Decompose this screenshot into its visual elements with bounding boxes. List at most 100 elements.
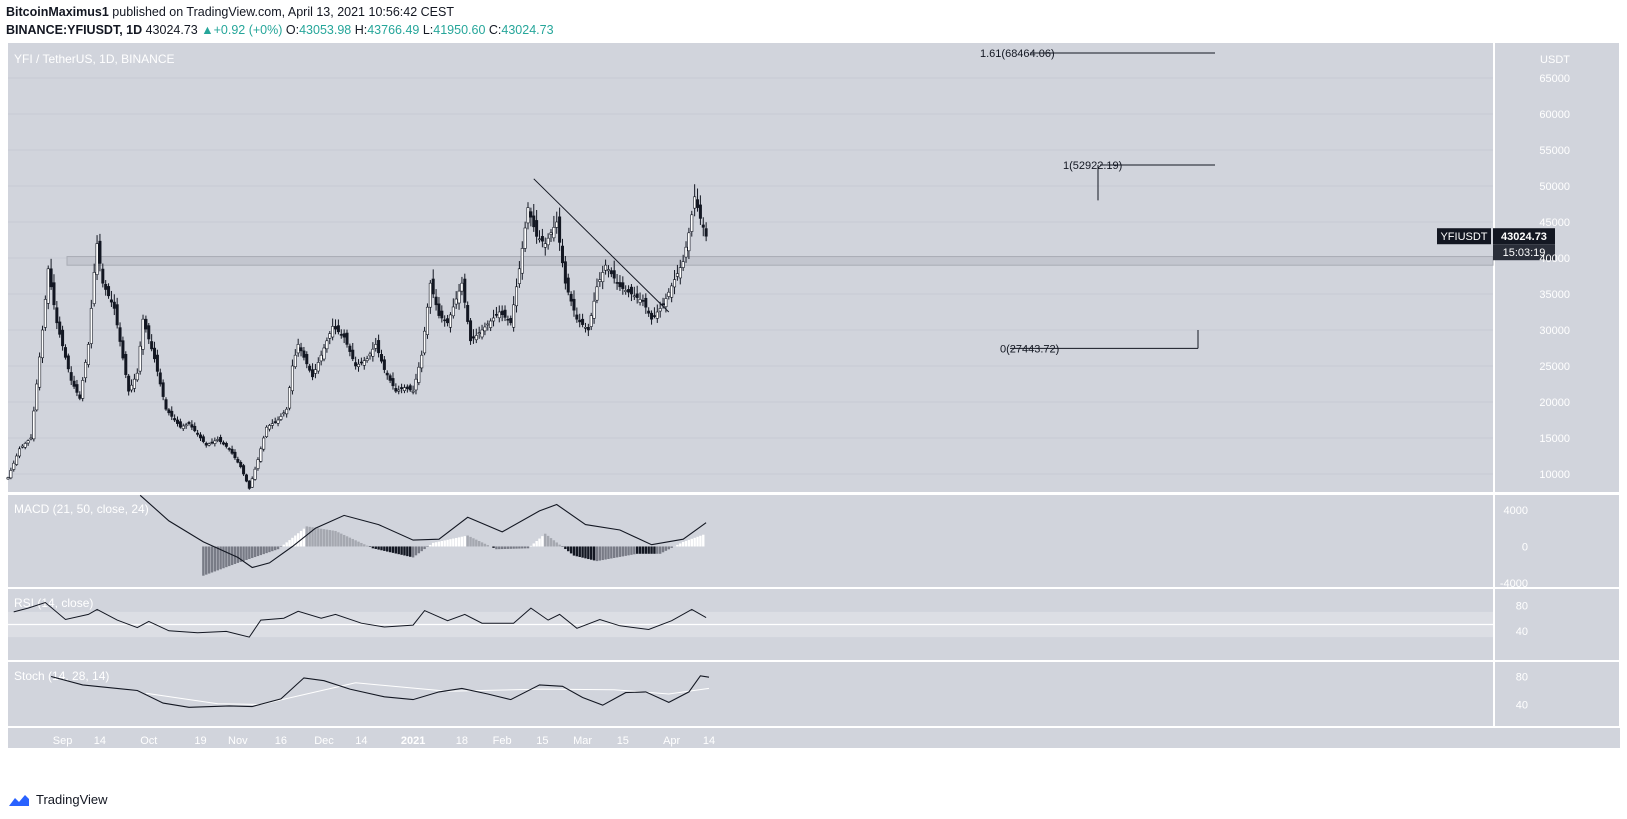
candle-down — [650, 312, 654, 320]
y-tick-label: 50000 — [1539, 181, 1570, 193]
close-value: 43024.73 — [501, 23, 554, 37]
macd-histogram-bar — [417, 546, 421, 554]
macd-histogram-bar — [322, 529, 326, 547]
macd-histogram-bar — [621, 546, 625, 557]
candle-down — [388, 375, 392, 381]
macd-histogram-bar — [532, 543, 535, 547]
candle-up — [26, 440, 30, 444]
candle-up — [374, 344, 378, 349]
candle-up — [256, 459, 260, 469]
close-label: C: — [488, 23, 502, 37]
candle-up — [213, 440, 217, 444]
panel-bg-3 — [8, 662, 1493, 726]
macd-histogram-bar — [340, 533, 343, 547]
change-text: +0.92 (+0%) — [213, 23, 283, 37]
chart-canvas[interactable]: 1.61(68464.06) 1(52922.19) 0(27443.72) 4302… — [0, 0, 1627, 790]
candle-down — [244, 474, 248, 482]
macd-histogram-bar — [578, 546, 581, 557]
x-tick-label: Mar — [573, 735, 592, 747]
y-tick-label: 10000 — [1539, 469, 1570, 481]
macd-histogram-bar — [371, 546, 375, 549]
candle-down — [408, 385, 412, 391]
candle-down — [155, 354, 159, 372]
candle-down — [75, 384, 79, 393]
candle-up — [681, 261, 685, 268]
candle-up — [454, 298, 458, 305]
candle-up — [184, 424, 188, 427]
macd-histogram-bar — [406, 546, 409, 557]
candle-up — [262, 437, 266, 450]
candle-down — [394, 388, 398, 392]
indicator-y-tick: 80 — [1516, 601, 1528, 613]
candle-up — [6, 477, 10, 480]
macd-histogram-bar — [541, 536, 544, 547]
macd-histogram-bar — [572, 546, 576, 556]
candle-up — [138, 345, 142, 372]
macd-histogram-bar — [380, 546, 383, 551]
chart-header: BitcoinMaximus1 published on TradingView… — [6, 3, 554, 39]
candle-down — [176, 419, 180, 424]
macd-histogram-bar — [460, 536, 464, 547]
macd-histogram-bar — [509, 546, 512, 549]
macd-histogram-bar — [342, 534, 346, 547]
macd-histogram-bar — [477, 541, 481, 547]
candle-down — [221, 442, 225, 445]
candle-up — [632, 295, 636, 298]
candle-up — [489, 320, 493, 328]
candle-down — [107, 286, 111, 297]
candle-down — [443, 319, 447, 322]
candle-down — [158, 372, 162, 385]
x-tick-label: 14 — [355, 735, 367, 747]
candle-down — [52, 282, 56, 306]
macd-line — [139, 494, 707, 569]
macd-histogram-bar — [681, 541, 685, 547]
macd-histogram-bar — [595, 546, 599, 562]
candle-down — [121, 340, 125, 359]
candle-down — [569, 293, 573, 302]
candle-up — [276, 419, 280, 424]
last-price-tag: 43024.73 — [1501, 231, 1547, 243]
candle-down — [58, 321, 62, 335]
author-name[interactable]: BitcoinMaximus1 — [6, 5, 109, 19]
candle-down — [348, 345, 352, 352]
macd-histogram-bar — [690, 538, 693, 547]
macd-histogram-bar — [515, 546, 518, 549]
macd-histogram-bar — [512, 546, 515, 549]
x-tick-label: 14 — [94, 735, 106, 747]
macd-histogram-bar — [601, 546, 604, 561]
candle-down — [109, 299, 113, 303]
indicator-y-tick: 80 — [1516, 672, 1528, 684]
brand-label[interactable]: TradingView — [36, 792, 108, 807]
macd-histogram-bar — [529, 545, 533, 547]
macd-histogram-bar — [228, 546, 231, 567]
macd-histogram-bar — [454, 537, 458, 547]
macd-histogram-bar — [222, 546, 225, 569]
candle-up — [420, 354, 424, 369]
candle-up — [84, 362, 88, 379]
x-tick-label: 18 — [456, 735, 468, 747]
candle-up — [92, 272, 96, 304]
panel-backgrounds — [8, 43, 1620, 748]
macd-histogram-bar — [219, 546, 222, 570]
candle-up — [690, 214, 694, 232]
macd-histogram-bar — [253, 546, 257, 558]
macd-histogram-bar — [391, 546, 395, 553]
candle-up — [658, 308, 662, 312]
candle-down — [578, 319, 582, 323]
macd-histogram-bar — [348, 537, 352, 547]
macd-histogram-bar — [337, 532, 340, 547]
candle-up — [414, 378, 418, 391]
candle-up — [316, 362, 320, 372]
candle-down — [104, 283, 108, 290]
indicator-title-2: Stoch (14, 28, 14) — [14, 669, 109, 683]
candle-up — [322, 347, 326, 360]
candle-up — [515, 286, 519, 307]
candle-up — [601, 272, 605, 283]
candle-down — [532, 215, 536, 228]
candle-down — [696, 199, 700, 208]
macd-histogram-bar — [282, 544, 286, 547]
macd-histogram-bar — [426, 546, 429, 547]
macd-histogram-bar — [443, 540, 446, 547]
candle-down — [305, 354, 309, 365]
macd-histogram-bar — [294, 535, 297, 547]
